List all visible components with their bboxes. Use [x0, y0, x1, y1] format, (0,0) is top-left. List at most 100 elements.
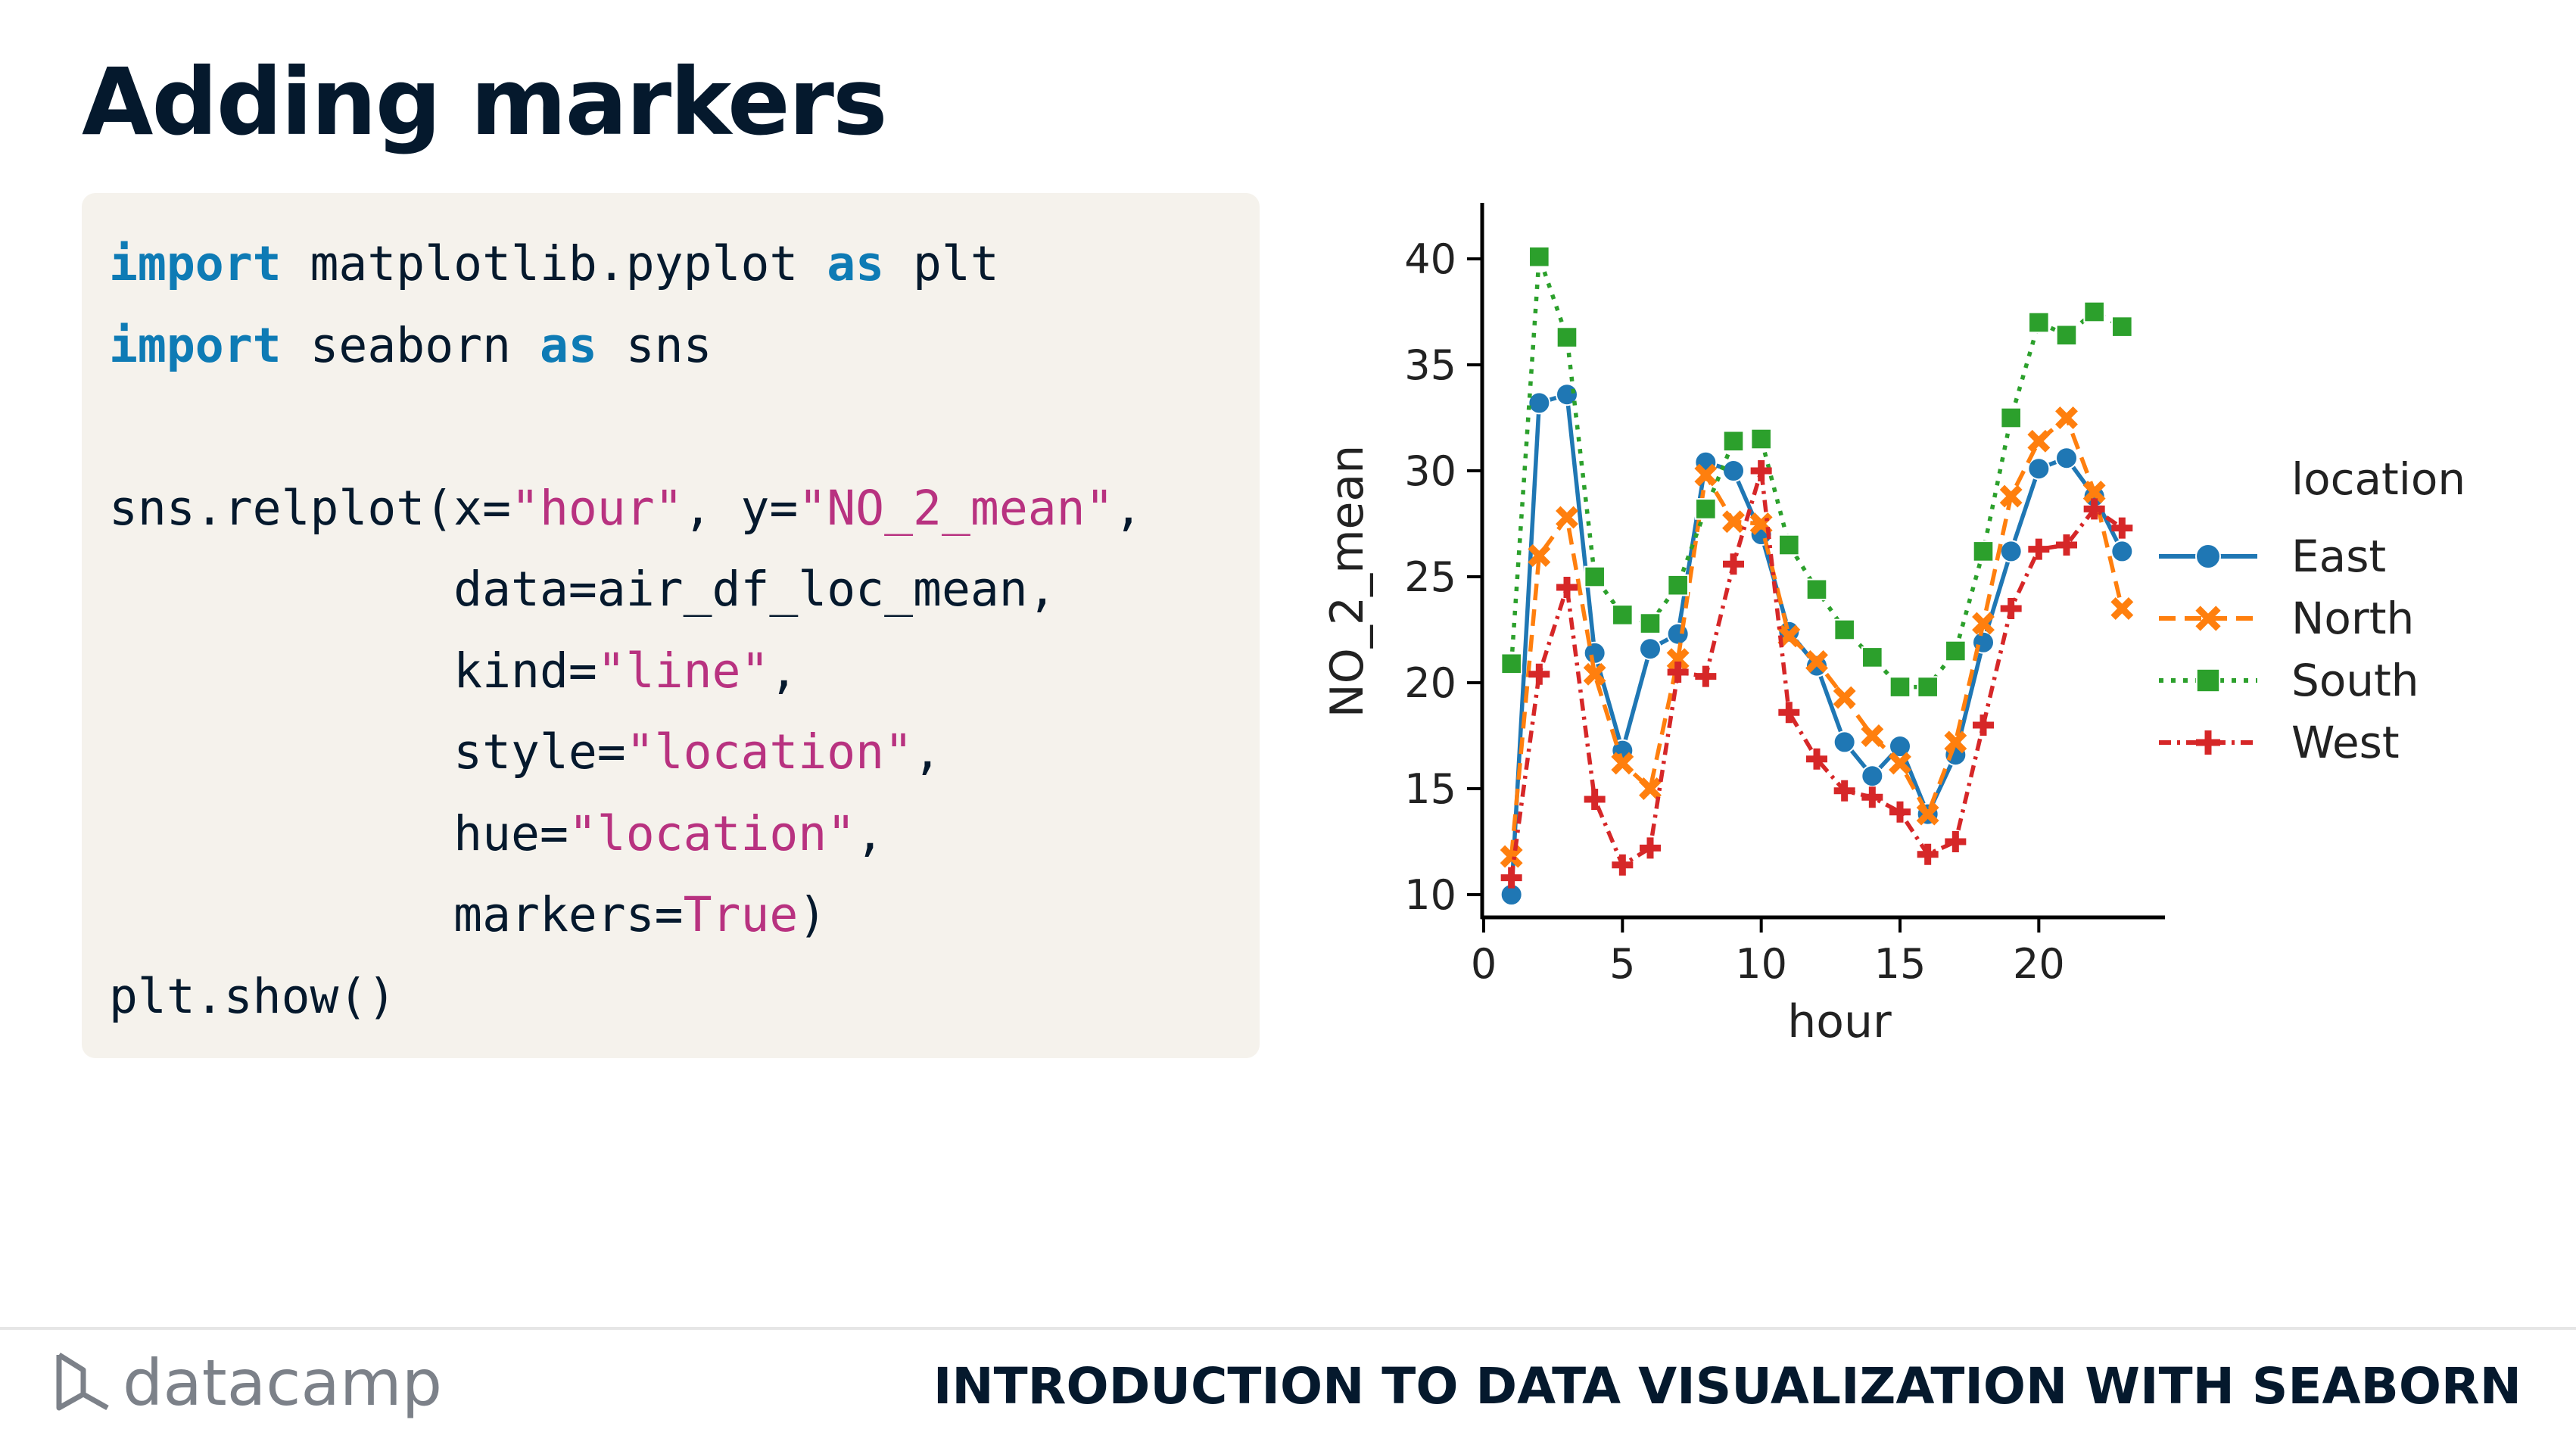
code-line: import matplotlib.pyplot as plt: [109, 223, 1142, 305]
code-line: style="location",: [109, 711, 1142, 793]
legend-swatch-marker: [2195, 668, 2221, 693]
slide-title: Adding markers: [82, 48, 888, 156]
data-point: [1917, 843, 1939, 865]
data-point: [1972, 540, 1995, 562]
y-tick-label: 30: [1404, 447, 1456, 495]
code-text: style=: [109, 724, 626, 780]
data-point: [1556, 326, 1578, 348]
data-point: [1528, 245, 1550, 268]
legend-label: North: [2291, 593, 2414, 644]
code-text: , y=: [683, 480, 799, 536]
course-title: INTRODUCTION TO DATA VISUALIZATION WITH …: [933, 1357, 2521, 1415]
datacamp-logo-text: datacamp: [123, 1347, 442, 1420]
data-point: [2000, 406, 2022, 429]
data-point: [2055, 406, 2078, 429]
data-point: [1584, 789, 1606, 810]
x-tick-label: 15: [1874, 940, 1927, 988]
data-point: [2028, 311, 2050, 334]
legend-item-south: South: [2159, 655, 2419, 706]
data-point: [1861, 764, 1884, 788]
x-tick-label: 0: [1471, 940, 1497, 988]
series-north: [1500, 406, 2134, 868]
data-point: [1861, 646, 1883, 668]
code-panel: import matplotlib.pyplot as plt import se…: [82, 193, 1260, 1058]
data-point: [1861, 724, 1884, 747]
data-point: [1666, 622, 1690, 646]
code-string: True: [683, 887, 799, 942]
data-point: [1666, 648, 1690, 671]
data-point: [1889, 676, 1911, 698]
data-point: [1722, 510, 1745, 534]
data-point: [2028, 538, 2050, 560]
code-text: markers=: [109, 887, 684, 942]
data-point: [1639, 612, 1662, 634]
data-point: [1945, 640, 1967, 662]
legend-swatch-marker: [2195, 543, 2221, 569]
data-point: [1999, 484, 2023, 508]
code-text: matplotlib.pyplot: [281, 236, 827, 291]
data-point: [1556, 577, 1578, 598]
code-string: "hour": [511, 480, 684, 536]
data-point: [1945, 831, 1967, 852]
data-point: [1889, 752, 1911, 775]
legend-swatch-marker: [2196, 730, 2220, 755]
data-point: [2082, 481, 2106, 503]
chart-series: [1500, 245, 2134, 906]
x-axis-label: hour: [1787, 995, 1892, 1048]
data-point: [1695, 498, 1717, 520]
series-line-west: [1509, 469, 2123, 878]
data-point: [1833, 730, 1856, 754]
legend-label: West: [2291, 717, 2400, 768]
data-point: [1833, 618, 1855, 641]
code-block: import matplotlib.pyplot as plt import se…: [109, 223, 1142, 1037]
code-line: hue="location",: [109, 793, 1142, 875]
data-point: [1805, 578, 1828, 601]
data-point: [1944, 730, 1967, 754]
code-text: kind=: [109, 643, 597, 699]
code-text: ): [798, 887, 827, 942]
y-tick-label: 10: [1404, 871, 1456, 919]
line-chart: 0 5 10 15 20 10 15 20 25 30 35 40 hour NO_2_mean loca…: [1321, 203, 2465, 1048]
data-point: [2027, 457, 2051, 481]
x-tick-label: 5: [1609, 940, 1635, 988]
code-line: [109, 386, 1142, 468]
data-point: [1723, 553, 1744, 575]
code-line: import seaborn as sns: [109, 305, 1142, 387]
data-point: [1611, 752, 1634, 775]
footer-divider: [0, 1327, 2576, 1330]
data-point: [1722, 459, 1745, 482]
data-point: [1528, 391, 1551, 415]
datacamp-logo: datacamp: [56, 1347, 442, 1420]
code-text: ,: [1114, 480, 1143, 536]
code-text: hue=: [109, 805, 568, 861]
data-point: [2111, 316, 2133, 338]
code-keyword: import: [109, 236, 282, 291]
code-string: "location": [625, 724, 914, 780]
data-point: [1833, 780, 1855, 802]
code-text: ,: [769, 643, 799, 699]
data-point: [1694, 463, 1718, 487]
data-point: [1722, 430, 1745, 453]
y-tick-label: 35: [1404, 341, 1456, 389]
data-point: [2000, 598, 2022, 619]
data-point: [2027, 429, 2051, 453]
data-point: [1916, 802, 1939, 826]
data-point: [2110, 597, 2134, 620]
data-point: [1999, 540, 2023, 563]
code-text: data=air_df_loc_mean,: [109, 562, 1057, 617]
data-point: [1889, 801, 1911, 823]
legend-label: South: [2291, 655, 2419, 706]
data-point: [1972, 612, 1995, 635]
code-text: plt.show(): [109, 968, 397, 1024]
legend-item-east: East: [2159, 531, 2386, 582]
data-point: [2083, 300, 2105, 323]
code-line: plt.show(): [109, 956, 1142, 1038]
data-point: [1667, 662, 1689, 683]
data-point: [1528, 663, 1550, 685]
code-line: sns.relplot(x="hour", y="NO_2_mean",: [109, 468, 1142, 550]
data-point: [1500, 845, 1523, 868]
data-point: [2056, 534, 2077, 556]
data-point: [1612, 604, 1634, 626]
datacamp-logo-icon: [56, 1353, 109, 1411]
data-point: [1778, 534, 1800, 556]
